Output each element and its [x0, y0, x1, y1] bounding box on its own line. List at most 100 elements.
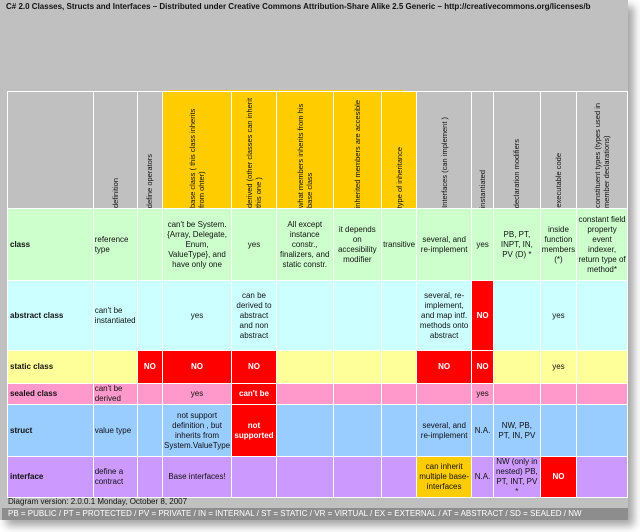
table-cell [539, 404, 578, 457]
table-row: class reference type can't be System.{Ar… [7, 208, 628, 281]
row-label: struct [7, 404, 94, 457]
header-cell: type of inheritance [381, 91, 418, 209]
no-cell: NO [539, 456, 578, 498]
table-cell [381, 456, 418, 498]
table-row: abstract class can't be instantiated yes… [7, 280, 628, 351]
table-cell: can't be derived [92, 383, 138, 405]
table-cell [332, 350, 383, 384]
row-label: class [7, 208, 94, 281]
table-cell: can't be System.{Array, Delegate, Enum, … [161, 208, 233, 281]
table-cell [492, 350, 541, 384]
table-cell [275, 350, 334, 384]
table-cell: Base interfaces! [161, 456, 233, 498]
table-cell [492, 280, 541, 351]
header-cell: instantiated [471, 91, 494, 209]
table-cell: several, and re-implement [416, 208, 473, 281]
table-cell: yes [539, 280, 578, 351]
row-label: sealed class [7, 383, 94, 405]
row-label: static class [7, 350, 94, 384]
table-row: interface define a contract Base interfa… [7, 456, 628, 498]
table-cell [416, 383, 473, 405]
table-cell: PB, PT, INPT, IN, PV (D) * [492, 208, 541, 281]
table-cell [381, 350, 418, 384]
table-cell [576, 456, 628, 498]
table-cell: transitive [381, 208, 418, 281]
table-cell [576, 350, 628, 384]
table-cell: N.A. [471, 404, 494, 457]
table-cell [332, 280, 383, 351]
header-cell: declaration modifiers [492, 91, 541, 209]
table-cell [136, 383, 163, 405]
no-cell: not supported [231, 404, 277, 457]
row-label: abstract class [7, 280, 94, 351]
no-cell: NO [231, 350, 277, 384]
table-cell: NW (only in nested) PB, PT, INT, PV * [492, 456, 541, 498]
table-cell [576, 383, 628, 405]
table-cell [136, 404, 163, 457]
table-cell: yes [161, 383, 233, 405]
table-cell [92, 350, 138, 384]
row-label: interface [7, 456, 94, 498]
table-cell [275, 404, 334, 457]
no-cell: NO [416, 350, 473, 384]
table-cell [136, 208, 163, 281]
table-cell: yes [471, 208, 494, 281]
table-cell: yes [471, 383, 494, 405]
table-cell [576, 280, 628, 351]
header-cell: definition [92, 91, 138, 209]
table-cell: can inherit multiple base-interfaces [416, 456, 473, 498]
table-cell: can be derived to abstract and non abstr… [231, 280, 277, 351]
table-cell: several, re-implement, and map intf. met… [416, 280, 473, 351]
table-cell [381, 404, 418, 457]
abbreviation-legend: PB = PUBLIC / PT = PROTECTED / PV = PRIV… [2, 508, 628, 520]
table-row: static class NO NO NO NO NO yes [7, 350, 628, 384]
header-cell: constituent types (types used in member … [576, 91, 628, 209]
table-cell: reference type [92, 208, 138, 281]
table-row: struct value type not support definition… [7, 404, 628, 457]
table-cell [275, 456, 334, 498]
header-cell: define operators [136, 91, 163, 209]
table-cell [275, 383, 334, 405]
table-cell [275, 280, 334, 351]
comparison-table: definition define operators base class (… [7, 91, 628, 498]
table-cell: yes [161, 280, 233, 351]
header-cell: what members inherits from his base clas… [275, 91, 334, 209]
table-cell [576, 404, 628, 457]
header-corner [7, 91, 94, 209]
table-cell [136, 280, 163, 351]
no-cell: NO [471, 350, 494, 384]
table-cell: yes [539, 350, 578, 384]
no-cell: can't be [231, 383, 277, 405]
table-cell [231, 456, 277, 498]
header-row: definition define operators base class (… [7, 91, 628, 209]
header-cell: inherited members are accesible [332, 91, 383, 209]
table-cell [381, 280, 418, 351]
no-cell: NO [471, 280, 494, 351]
header-cell: base class ( this class inherits from oh… [161, 91, 233, 209]
table-cell: inside function members (*) [539, 208, 578, 281]
table-cell: All except instance constr., finalizers,… [275, 208, 334, 281]
table-cell: can't be instantiated [92, 280, 138, 351]
table-cell: N.A. [471, 456, 494, 498]
table-cell [381, 383, 418, 405]
table-cell [332, 456, 383, 498]
table-cell [332, 383, 383, 405]
table-row: sealed class can't be derived yes can't … [7, 383, 628, 405]
no-cell: NO [136, 350, 163, 384]
table-cell: NW, PB, PT, IN, PV [492, 404, 541, 457]
table-cell [492, 383, 541, 405]
diagram-version: Diagram version: 2.0.0.1 Monday, October… [8, 497, 188, 506]
no-cell: NO [161, 350, 233, 384]
diagram-title: C# 2.0 Classes, Structs and Interfaces –… [6, 2, 591, 11]
table-cell: several, and re-implement [416, 404, 473, 457]
header-cell: derived (other classes can inherit this … [231, 91, 277, 209]
table-cell: value type [92, 404, 138, 457]
table-cell: not support definition , but inherits fr… [161, 404, 233, 457]
table-cell: constant field property event indexer, r… [576, 208, 628, 281]
table-cell [539, 383, 578, 405]
table-cell [136, 456, 163, 498]
header-cell: executable code [539, 91, 578, 209]
table-cell [332, 404, 383, 457]
diagram-frame: C# 2.0 Classes, Structs and Interfaces –… [0, 0, 628, 520]
table-cell: define a contract [92, 456, 138, 498]
